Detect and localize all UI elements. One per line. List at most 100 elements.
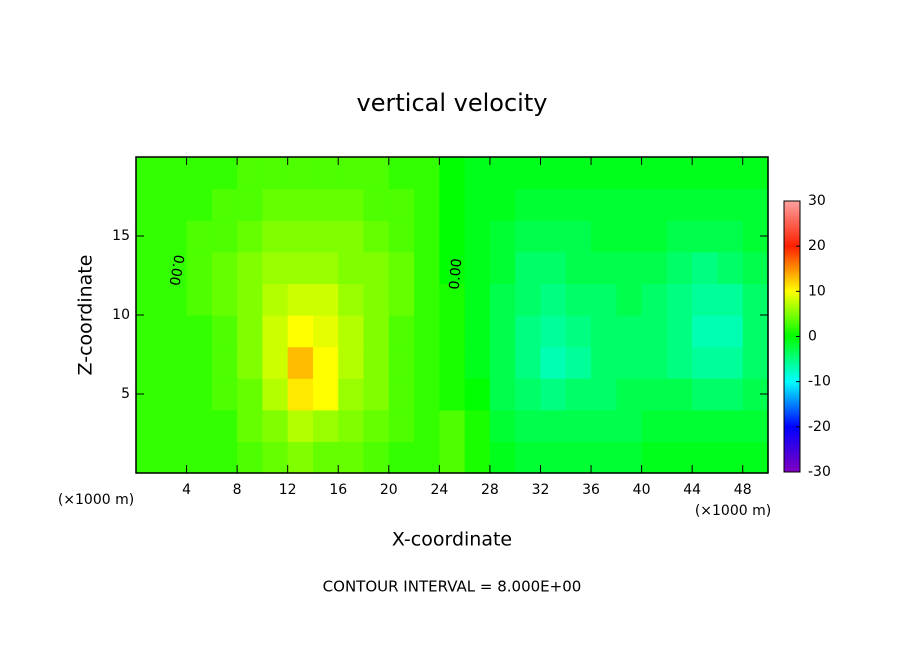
contour-label: 0.00 (165, 253, 186, 286)
field-cell (591, 315, 617, 348)
field-cell (717, 220, 744, 253)
field-cell (742, 409, 769, 442)
field-cell (489, 283, 516, 316)
field-cell (161, 220, 188, 253)
field-cell (464, 346, 491, 379)
x-axis-label: X-coordinate (392, 529, 512, 551)
x-tick-label: 16 (329, 482, 347, 498)
field-cell (287, 157, 314, 190)
field-cell (388, 409, 415, 442)
field-cell (641, 346, 668, 379)
field-cell (136, 409, 162, 442)
field-cell (287, 283, 314, 316)
y-tick-label: 10 (112, 307, 130, 323)
field-cell (237, 188, 263, 221)
field-cell (565, 220, 592, 253)
field-cell (262, 378, 289, 411)
field-cell (338, 441, 365, 474)
field-cell (439, 315, 466, 348)
field-cell (717, 315, 744, 348)
field-cell (363, 157, 390, 190)
field-cell (489, 409, 516, 442)
field-cell (414, 346, 440, 379)
field-cell (414, 157, 440, 190)
field-cell (692, 315, 719, 348)
field-cell (363, 346, 390, 379)
field-cell (591, 283, 617, 316)
colorbar-tick-label: 20 (808, 238, 826, 254)
field-cell (363, 283, 390, 316)
field-cell (338, 251, 365, 284)
x-tick-label: 36 (582, 482, 600, 498)
field-cell (414, 441, 440, 474)
x-tick-label: 28 (481, 482, 499, 498)
colorbar-tick-label: 0 (808, 329, 817, 345)
field-cell (363, 220, 390, 253)
field-cell (515, 188, 542, 221)
field-cell (312, 378, 339, 411)
field-cell (211, 346, 238, 379)
field-cell (489, 220, 516, 253)
field-cell (363, 188, 390, 221)
field-cell (161, 188, 188, 221)
field-cell (464, 283, 491, 316)
field-cell (136, 441, 162, 474)
field-cell (186, 283, 213, 316)
field-cell (262, 157, 289, 190)
field-cell (641, 315, 668, 348)
field-cell (641, 378, 668, 411)
field-cell (515, 220, 542, 253)
field-cell (540, 251, 567, 284)
field-cell (262, 346, 289, 379)
x-tick-label: 24 (430, 482, 448, 498)
field-cell (692, 409, 719, 442)
field-cell (666, 378, 693, 411)
field-cell (338, 378, 365, 411)
field-cell (742, 283, 769, 316)
field-cell (414, 283, 440, 316)
colorbar-tick-label: -30 (808, 464, 831, 480)
field-cell (262, 283, 289, 316)
field-cell (338, 315, 365, 348)
field-cell (262, 251, 289, 284)
x-tick-label: 12 (279, 482, 297, 498)
chart-title: vertical velocity (357, 89, 548, 117)
field-cell (489, 188, 516, 221)
field-cell (211, 378, 238, 411)
field-cell (591, 251, 617, 284)
field-cell (237, 378, 263, 411)
field-cell (338, 409, 365, 442)
field-cell (363, 315, 390, 348)
field-cell (717, 346, 744, 379)
field-cell (565, 409, 592, 442)
field-cell (515, 409, 542, 442)
field-cell (591, 378, 617, 411)
field-cell (464, 220, 491, 253)
field-cell (692, 378, 719, 411)
field-cell (312, 157, 339, 190)
field-cell (489, 378, 516, 411)
field-cell (717, 251, 744, 284)
field-cell (489, 346, 516, 379)
field-cell (136, 283, 162, 316)
field-cell (591, 346, 617, 379)
field-cell (186, 441, 213, 474)
field-cell (312, 441, 339, 474)
y-unit: (×1000 m) (58, 492, 134, 508)
field-cell (287, 346, 314, 379)
field-cell (464, 378, 491, 411)
field-cell (616, 283, 643, 316)
field-cell (312, 346, 339, 379)
x-tick-label: 44 (683, 482, 701, 498)
field-cell (641, 188, 668, 221)
field-cell (515, 378, 542, 411)
field-cell (312, 315, 339, 348)
field-cell (464, 188, 491, 221)
colorbar-tick-label: -20 (808, 419, 831, 435)
field-cell (742, 441, 769, 474)
field-cell (161, 283, 188, 316)
field-cell (388, 441, 415, 474)
field-cell (464, 441, 491, 474)
field-cell (717, 409, 744, 442)
